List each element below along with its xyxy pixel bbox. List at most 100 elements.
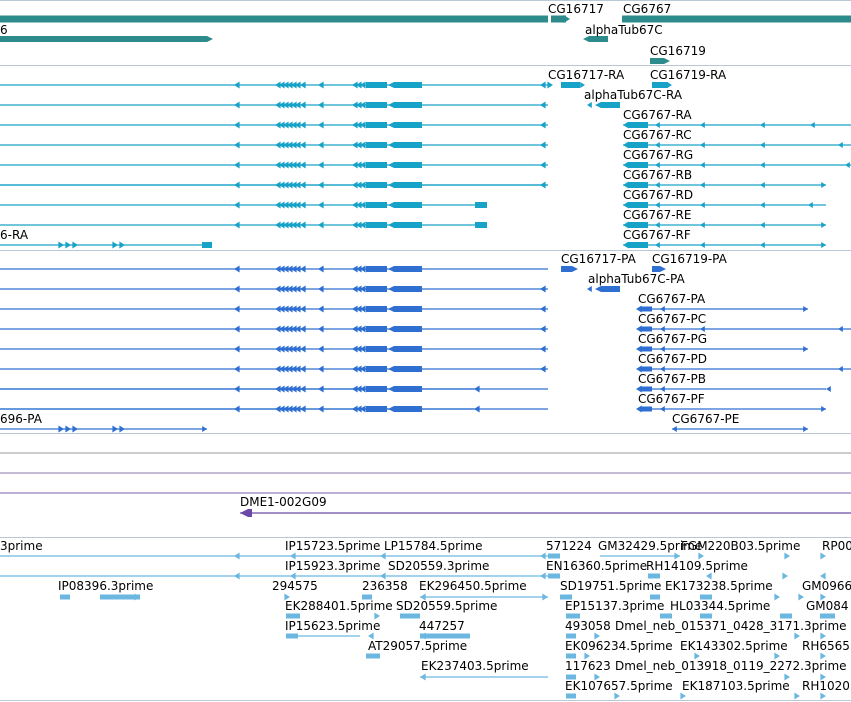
strand-arrow[interactable] — [202, 426, 207, 432]
strand-arrow[interactable] — [295, 365, 301, 373]
feature-label[interactable]: EK296450.5prime — [419, 579, 527, 593]
strand-arrow[interactable] — [660, 366, 665, 372]
strand-arrow[interactable] — [291, 265, 297, 273]
exon-block[interactable] — [388, 366, 422, 372]
feature-box[interactable] — [366, 202, 387, 208]
strand-arrow[interactable] — [636, 385, 642, 393]
strand-arrow[interactable] — [65, 241, 71, 249]
strand-arrow[interactable] — [283, 141, 289, 149]
strand-arrow[interactable] — [760, 142, 765, 148]
strand-arrow[interactable] — [295, 285, 301, 293]
strand-arrow[interactable] — [112, 241, 118, 249]
strand-arrow[interactable] — [234, 141, 240, 149]
strand-arrow[interactable] — [291, 285, 297, 293]
strand-arrow[interactable] — [540, 181, 546, 189]
strand-arrow[interactable] — [798, 593, 804, 601]
strand-arrow[interactable] — [300, 121, 306, 129]
strand-arrow[interactable] — [803, 426, 808, 432]
strand-arrow[interactable] — [821, 406, 826, 412]
strand-arrow[interactable] — [667, 82, 672, 88]
feature-box[interactable] — [366, 326, 387, 332]
exon-block[interactable] — [388, 266, 422, 272]
feature-box[interactable] — [652, 82, 668, 88]
strand-arrow[interactable] — [291, 161, 297, 169]
strand-arrow[interactable] — [291, 345, 297, 353]
strand-arrow[interactable] — [547, 81, 553, 89]
strand-arrow[interactable] — [287, 285, 293, 293]
feature-label[interactable]: EK237403.5prime — [421, 659, 529, 673]
strand-arrow[interactable] — [587, 102, 592, 108]
strand-arrow[interactable] — [58, 241, 64, 249]
strand-arrow[interactable] — [283, 81, 289, 89]
strand-arrow[interactable] — [291, 221, 297, 229]
strand-arrow[interactable] — [279, 201, 285, 209]
est-box[interactable] — [566, 693, 576, 699]
gene-bar[interactable] — [0, 15, 548, 23]
strand-arrow[interactable] — [279, 265, 285, 273]
strand-arrow[interactable] — [474, 405, 480, 413]
feature-label[interactable]: RP00 — [822, 539, 851, 553]
feature-box[interactable] — [640, 326, 652, 332]
feature-label[interactable]: SD19751.5prime — [560, 579, 662, 593]
strand-arrow[interactable] — [352, 161, 358, 169]
est-box[interactable] — [820, 613, 835, 619]
strand-arrow[interactable] — [356, 221, 362, 229]
est-box[interactable] — [700, 594, 712, 600]
feature-box[interactable] — [628, 242, 648, 248]
feature-box[interactable] — [640, 306, 652, 312]
strand-arrow[interactable] — [368, 632, 374, 640]
feature-label[interactable]: CG16719-RA — [650, 68, 727, 82]
strand-arrow[interactable] — [352, 181, 358, 189]
strand-arrow[interactable] — [360, 325, 366, 333]
est-box[interactable] — [560, 594, 572, 600]
exon-block[interactable] — [388, 326, 422, 332]
strand-arrow[interactable] — [636, 365, 642, 373]
feature-label[interactable]: EK288401.5prime — [285, 599, 393, 613]
strand-arrow[interactable] — [540, 345, 546, 353]
strand-arrow[interactable] — [700, 242, 705, 248]
strand-arrow[interactable] — [352, 365, 358, 373]
strand-arrow[interactable] — [360, 285, 366, 293]
strand-arrow[interactable] — [356, 305, 362, 313]
feature-label[interactable]: 117623 — [565, 659, 611, 673]
feature-box[interactable] — [628, 162, 648, 168]
feature-box[interactable] — [628, 182, 648, 188]
strand-arrow[interactable] — [234, 161, 240, 169]
strand-arrow[interactable] — [318, 221, 324, 229]
est-box[interactable] — [286, 613, 300, 619]
strand-arrow[interactable] — [287, 181, 293, 189]
strand-arrow[interactable] — [760, 222, 765, 228]
feature-label[interactable]: DME1-002G09 — [240, 495, 327, 509]
strand-arrow[interactable] — [300, 81, 306, 89]
strand-arrow[interactable] — [295, 81, 301, 89]
feature-box[interactable] — [475, 202, 487, 208]
strand-arrow[interactable] — [636, 305, 642, 313]
strand-arrow[interactable] — [295, 345, 301, 353]
strand-arrow[interactable] — [291, 305, 297, 313]
strand-arrow[interactable] — [820, 632, 826, 640]
strand-arrow[interactable] — [352, 101, 358, 109]
strand-arrow[interactable] — [700, 222, 705, 228]
strand-arrow[interactable] — [134, 593, 140, 601]
strand-arrow[interactable] — [380, 552, 386, 560]
feature-box[interactable] — [366, 182, 387, 188]
strand-arrow[interactable] — [540, 325, 546, 333]
est-box[interactable] — [420, 633, 470, 639]
strand-arrow[interactable] — [318, 285, 324, 293]
strand-arrow[interactable] — [360, 265, 366, 273]
strand-arrow[interactable] — [352, 325, 358, 333]
strand-arrow[interactable] — [291, 81, 297, 89]
strand-arrow[interactable] — [287, 325, 293, 333]
strand-arrow[interactable] — [594, 673, 600, 681]
strand-arrow[interactable] — [234, 221, 240, 229]
strand-arrow[interactable] — [283, 285, 289, 293]
strand-arrow[interactable] — [352, 305, 358, 313]
strand-arrow[interactable] — [318, 121, 324, 129]
strand-arrow[interactable] — [587, 286, 592, 292]
feature-label[interactable]: IP15723.5prime — [285, 539, 381, 553]
strand-arrow[interactable] — [279, 121, 285, 129]
strand-arrow[interactable] — [694, 652, 700, 660]
strand-arrow[interactable] — [594, 632, 600, 640]
strand-arrow[interactable] — [300, 181, 306, 189]
strand-arrow[interactable] — [356, 81, 362, 89]
